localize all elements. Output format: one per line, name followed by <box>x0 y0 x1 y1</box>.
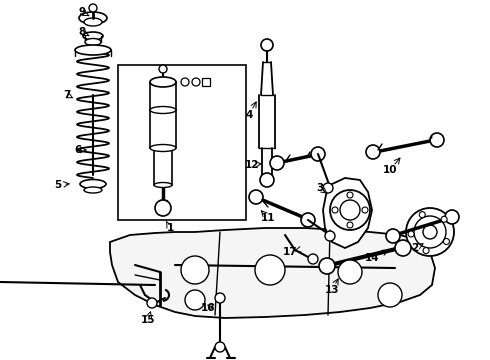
Circle shape <box>255 255 285 285</box>
Ellipse shape <box>80 180 106 189</box>
Ellipse shape <box>150 77 176 87</box>
Circle shape <box>419 212 425 218</box>
Circle shape <box>185 290 205 310</box>
Circle shape <box>215 293 225 303</box>
Text: 7: 7 <box>63 90 71 100</box>
Text: 6: 6 <box>74 145 82 155</box>
Circle shape <box>395 240 411 256</box>
Circle shape <box>270 156 284 170</box>
Circle shape <box>323 183 333 193</box>
Circle shape <box>340 200 360 220</box>
Circle shape <box>308 254 318 264</box>
Bar <box>202 78 210 86</box>
Circle shape <box>441 216 447 222</box>
Text: 3: 3 <box>317 183 323 193</box>
Circle shape <box>319 258 335 274</box>
Text: 13: 13 <box>325 285 339 295</box>
Circle shape <box>192 78 200 86</box>
Ellipse shape <box>83 32 103 40</box>
Circle shape <box>332 207 338 213</box>
Circle shape <box>181 256 209 284</box>
Circle shape <box>311 147 325 161</box>
Polygon shape <box>323 178 372 248</box>
Text: 1: 1 <box>167 223 173 233</box>
Ellipse shape <box>150 144 176 152</box>
Text: 17: 17 <box>283 247 297 257</box>
Circle shape <box>338 260 362 284</box>
Text: 11: 11 <box>261 213 275 223</box>
Ellipse shape <box>85 39 101 45</box>
Circle shape <box>159 65 167 73</box>
Ellipse shape <box>150 107 176 113</box>
Circle shape <box>301 213 315 227</box>
Circle shape <box>330 190 370 230</box>
Circle shape <box>347 192 353 198</box>
Circle shape <box>260 173 274 187</box>
Bar <box>118 65 246 220</box>
Circle shape <box>408 231 414 237</box>
Circle shape <box>261 39 273 51</box>
Circle shape <box>378 283 402 307</box>
Circle shape <box>386 229 400 243</box>
Circle shape <box>325 231 335 241</box>
Text: 10: 10 <box>383 165 397 175</box>
Circle shape <box>347 222 353 228</box>
Circle shape <box>406 208 454 256</box>
Text: 5: 5 <box>54 180 62 190</box>
Circle shape <box>430 133 444 147</box>
Circle shape <box>181 78 189 86</box>
Polygon shape <box>110 228 435 318</box>
Text: 15: 15 <box>141 315 155 325</box>
Circle shape <box>362 207 368 213</box>
Circle shape <box>215 342 225 352</box>
Text: 2: 2 <box>412 243 418 253</box>
Text: 9: 9 <box>78 7 86 17</box>
Circle shape <box>414 216 446 248</box>
Circle shape <box>155 200 171 216</box>
Ellipse shape <box>75 45 111 55</box>
Ellipse shape <box>84 18 102 26</box>
Text: 8: 8 <box>78 27 86 37</box>
Circle shape <box>366 145 380 159</box>
Ellipse shape <box>84 187 102 193</box>
Text: 12: 12 <box>245 160 259 170</box>
Text: 4: 4 <box>245 110 253 120</box>
Circle shape <box>443 239 449 244</box>
Text: 14: 14 <box>365 253 379 263</box>
Circle shape <box>89 4 97 12</box>
Circle shape <box>147 298 157 308</box>
Circle shape <box>445 210 459 224</box>
Ellipse shape <box>79 12 107 24</box>
Text: 16: 16 <box>201 303 215 313</box>
Circle shape <box>249 190 263 204</box>
Ellipse shape <box>154 183 172 188</box>
Circle shape <box>423 248 429 253</box>
Circle shape <box>423 225 437 239</box>
